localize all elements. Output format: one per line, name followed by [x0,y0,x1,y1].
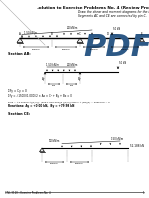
Text: 50 kN: 50 kN [119,62,126,66]
Text: 200mm: 200mm [62,49,70,50]
Text: 1: 1 [142,191,144,195]
Text: Solution to Exercise Problems No. 4 (Review Problems): Solution to Exercise Problems No. 4 (Rev… [35,6,149,10]
Text: 200kN/m: 200kN/m [67,63,78,67]
Text: E: E [141,32,143,36]
Text: Draw the shear and moment diagrams for the beam shown.: Draw the shear and moment diagrams for t… [78,10,149,14]
Text: 52.188 kN: 52.188 kN [130,144,144,148]
Text: Segments AC and CE are connected by pin C.: Segments AC and CE are connected by pin … [78,14,147,18]
Text: 100: 100 [52,86,56,87]
Text: C: C [79,32,81,36]
Text: Ay: Ay [42,77,46,81]
Text: CIVL 3110 – Exercise Problems No. 4: CIVL 3110 – Exercise Problems No. 4 [5,191,51,195]
Text: 200kN/m: 200kN/m [67,26,78,30]
Text: ΣFy = Cy = 0: ΣFy = Cy = 0 [8,89,27,93]
Text: 100mm: 100mm [32,49,40,50]
Text: 100: 100 [69,86,74,87]
Text: D: D [107,32,109,36]
Text: Section CE:: Section CE: [8,112,30,116]
Text: 1.50 kN/m: 1.50 kN/m [46,63,59,67]
Text: 100mm: 100mm [90,49,98,50]
Text: ΣMb = +0.0kN m·A[(1/2)]·- (200-1.500.000)/2 [(1/3)] ×sin 1 + (By)(2) = 290kN·m =: ΣMb = +0.0kN m·A[(1/2)]·- (200-1.500.000… [8,101,110,103]
Text: B: B [51,32,53,36]
Text: 150 kN/m: 150 kN/m [111,137,123,141]
Text: 50 kN: 50 kN [113,27,120,31]
Text: 200mm: 200mm [75,164,84,165]
Text: A: A [19,32,21,36]
Text: Reactions: Ay = +0.00 kN,  By = +79.98 kN: Reactions: Ay = +0.00 kN, By = +79.98 kN [8,104,74,108]
Text: 1.50 kN/m: 1.50 kN/m [24,30,37,34]
Text: 100mm: 100mm [121,49,129,50]
Text: Section AB:: Section AB: [8,52,31,56]
Text: 100kN/m: 100kN/m [49,139,60,143]
Text: ΣFy = -(1500)(1.000)/2 × Ax × C² + By + Bx = 0: ΣFy = -(1500)(1.000)/2 × Ax × C² + By + … [8,94,72,98]
Text: By: By [78,77,82,81]
Polygon shape [0,0,45,45]
Text: 100mm: 100mm [50,164,59,165]
Text: PDF: PDF [84,33,149,63]
